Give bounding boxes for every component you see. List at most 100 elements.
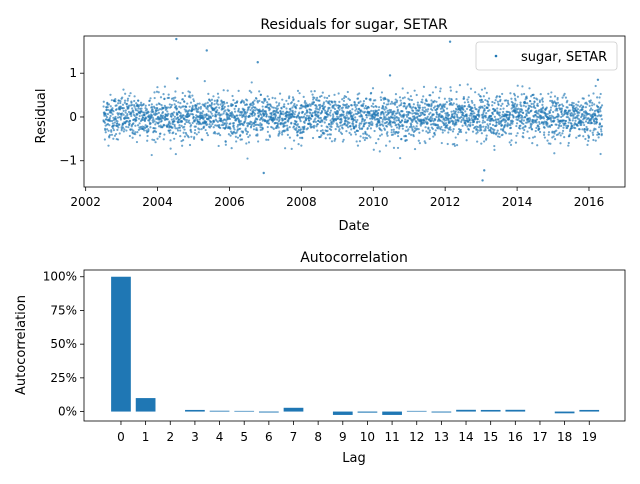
residual-point [558, 131, 561, 134]
residual-point [403, 102, 406, 105]
residual-point [493, 115, 496, 118]
residual-point [180, 124, 183, 127]
residual-point [446, 111, 449, 114]
residual-point [556, 96, 559, 100]
autocorrelation-panel: Autocorrelation 0 1 2 3 4 5 6 7 8 9 10 11 12 13 14 15 16… [14, 250, 626, 466]
residual-point [516, 84, 519, 87]
residual-point [397, 119, 401, 122]
residual-point [455, 113, 459, 116]
residual-point [206, 123, 209, 126]
residual-point [455, 103, 458, 106]
residual-point [530, 102, 533, 105]
residual-point [402, 124, 405, 127]
residual-point [453, 142, 456, 146]
x-tick-label: 6 [265, 430, 273, 444]
residual-point [143, 119, 147, 123]
residual-point [193, 131, 196, 135]
residual-point [321, 120, 324, 123]
residual-point [530, 109, 533, 112]
residual-point [354, 105, 357, 108]
residual-point [479, 105, 482, 108]
residual-point [314, 107, 317, 110]
residual-point [561, 96, 564, 99]
residual-point [333, 107, 337, 111]
residual-point [284, 117, 287, 120]
residual-point [280, 107, 283, 110]
residual-point [257, 114, 260, 117]
residual-point [435, 100, 438, 103]
residual-point [141, 116, 145, 119]
residual-point [511, 120, 515, 123]
residual-point [171, 114, 175, 117]
residual-point [198, 102, 201, 105]
residual-point [545, 106, 548, 109]
residual-point [312, 120, 315, 123]
residual-point [472, 110, 475, 113]
residual-point [455, 121, 458, 124]
residual-point [249, 122, 252, 125]
residual-point [252, 108, 255, 112]
residual-point [310, 108, 313, 112]
residual-point [360, 120, 364, 123]
residual-point [285, 124, 289, 127]
residual-point [404, 135, 408, 138]
residual-point [466, 83, 469, 86]
residual-point [363, 110, 367, 114]
residual-point [495, 95, 499, 98]
x-tick-label: 2 [166, 430, 174, 444]
residual-point [183, 128, 186, 131]
residual-point [183, 122, 187, 126]
residual-point-outlier [262, 171, 265, 175]
residual-point [340, 120, 343, 123]
residual-point [519, 101, 522, 104]
residual-point [468, 114, 471, 117]
residual-point [252, 102, 255, 106]
residual-point [244, 117, 247, 120]
residual-point [162, 138, 165, 141]
residual-point [480, 142, 483, 145]
residual-point [128, 94, 131, 97]
residual-point [454, 110, 457, 113]
residual-point [376, 114, 380, 117]
residual-point [427, 126, 430, 129]
residual-point [303, 121, 306, 125]
residual-point [398, 96, 402, 99]
residual-point [117, 126, 120, 129]
residual-point [428, 131, 431, 134]
residual-point [428, 103, 431, 106]
residual-point [538, 120, 541, 124]
residual-point [398, 127, 401, 130]
residual-point [549, 106, 553, 109]
residual-point [110, 133, 114, 136]
residual-point [560, 112, 564, 116]
residual-point [283, 124, 287, 127]
residual-point [505, 99, 508, 102]
residual-point [297, 143, 300, 146]
residual-point [139, 127, 142, 130]
residual-point [597, 105, 600, 109]
residual-point [117, 99, 120, 102]
residual-point [532, 93, 535, 96]
residual-point [465, 117, 469, 120]
x-tick-label: 19 [582, 430, 597, 444]
residual-point [421, 98, 424, 101]
residual-point [431, 91, 435, 94]
residual-point [287, 102, 290, 105]
residual-point [144, 124, 147, 127]
residual-point [264, 99, 267, 102]
residual-point [187, 136, 190, 139]
residual-point [584, 137, 587, 141]
residual-point [254, 120, 257, 123]
residual-point [173, 103, 176, 106]
residual-point [441, 131, 444, 134]
residual-point [355, 140, 358, 143]
residual-point [372, 148, 375, 151]
residual-point [225, 125, 228, 128]
residual-point [143, 113, 146, 116]
autocorrelation-bars [111, 276, 600, 415]
residual-point [313, 96, 316, 99]
residual-point [329, 128, 333, 131]
residual-point [328, 100, 331, 103]
residual-point [341, 106, 344, 109]
residual-point-outlier [388, 74, 392, 77]
